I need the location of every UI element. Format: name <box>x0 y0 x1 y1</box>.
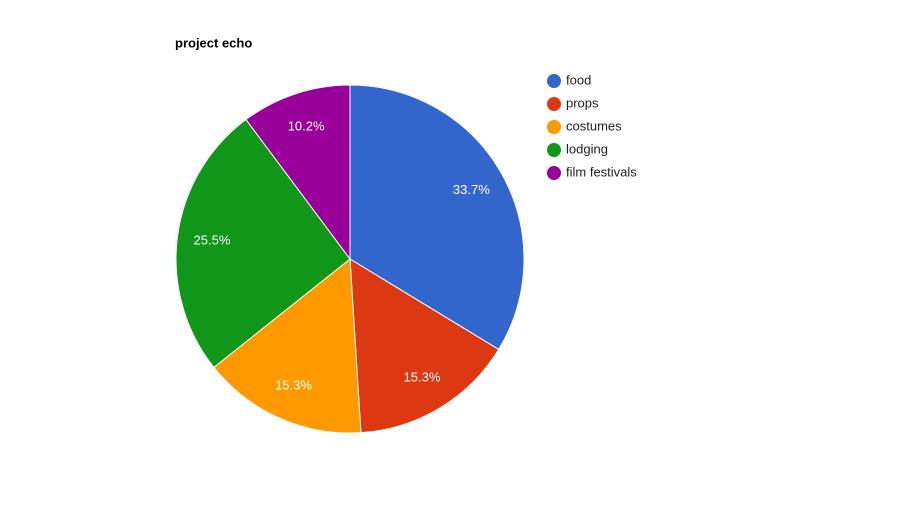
pie-slice <box>175 118 351 369</box>
legend-label: props <box>566 95 599 110</box>
legend-swatch <box>547 166 561 180</box>
pie-slice <box>245 84 351 261</box>
legend-swatch <box>547 74 561 88</box>
chart-title: project echo <box>175 35 252 50</box>
legend-label: film festivals <box>566 164 637 179</box>
pie-slice <box>213 258 362 434</box>
slice-label: 33.7% <box>453 182 490 197</box>
slice-label: 25.5% <box>194 233 231 248</box>
legend-label: lodging <box>566 141 608 156</box>
slice-label: 15.3% <box>404 370 441 385</box>
slice-label: 15.3% <box>275 378 312 393</box>
legend-swatch <box>547 143 561 157</box>
pie-slice <box>349 84 525 351</box>
legend-swatch <box>547 120 561 134</box>
legend-swatch <box>547 97 561 111</box>
slice-label: 10.2% <box>288 118 325 133</box>
legend-label: food <box>566 72 591 87</box>
legend-label: costumes <box>566 118 622 133</box>
pie-slice <box>349 258 500 434</box>
